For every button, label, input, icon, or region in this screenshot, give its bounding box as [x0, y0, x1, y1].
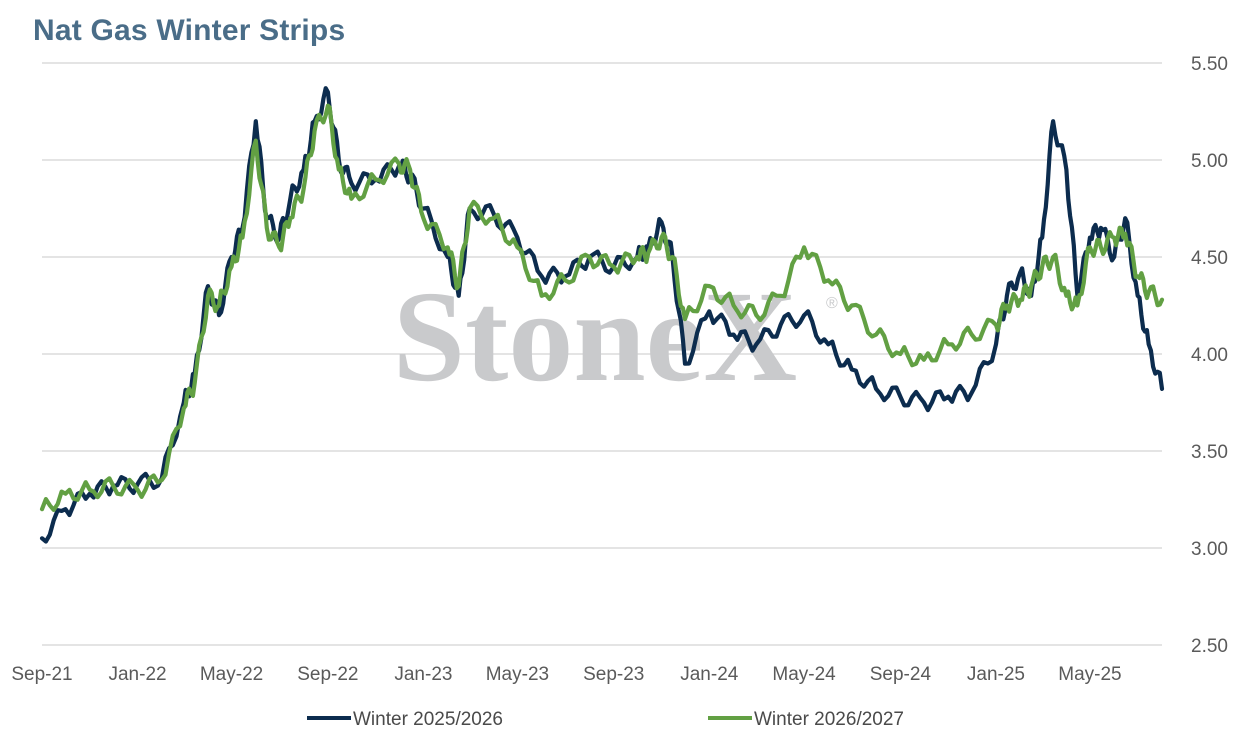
y-tick-label: 5.00: [1191, 151, 1228, 172]
x-tick-label: Jan-25: [967, 664, 1025, 685]
x-axis-ticks: Sep-21 Jan-22 May-22 Sep-22 Jan-23 May-23 Sep-…: [11, 664, 1121, 685]
x-tick-label: Jan-22: [108, 664, 166, 685]
x-tick-label: Sep-24: [870, 664, 932, 685]
y-tick-label: 3.50: [1191, 442, 1228, 463]
y-tick-label: 5.50: [1191, 54, 1228, 75]
y-tick-label: 3.00: [1191, 539, 1228, 560]
y-tick-label: 4.50: [1191, 248, 1228, 269]
series-lines: [39, 86, 1165, 544]
registered-mark-icon: ®: [826, 295, 838, 312]
chart-title: Nat Gas Winter Strips: [33, 14, 346, 47]
legend: Winter 2025/2026 Winter 2026/2027: [307, 709, 904, 730]
y-tick-label: 2.50: [1191, 636, 1228, 657]
x-tick-label: Jan-24: [680, 664, 739, 685]
y-axis-ticks: 5.50 5.00 4.50 4.00 3.50 3.00 2.50: [1191, 54, 1228, 657]
x-tick-label: Sep-21: [11, 664, 72, 685]
x-tick-label: May-23: [486, 664, 549, 685]
legend-label: Winter 2026/2027: [754, 709, 904, 730]
x-tick-label: Sep-23: [583, 664, 644, 685]
x-tick-label: May-24: [772, 664, 836, 685]
x-tick-label: May-22: [200, 664, 263, 685]
x-tick-label: Sep-22: [297, 664, 358, 685]
series-line-2: [39, 103, 1165, 512]
legend-label: Winter 2025/2026: [353, 709, 503, 730]
y-tick-label: 4.00: [1191, 345, 1228, 366]
x-tick-label: May-25: [1058, 664, 1121, 685]
x-tick-label: Jan-23: [394, 664, 452, 685]
